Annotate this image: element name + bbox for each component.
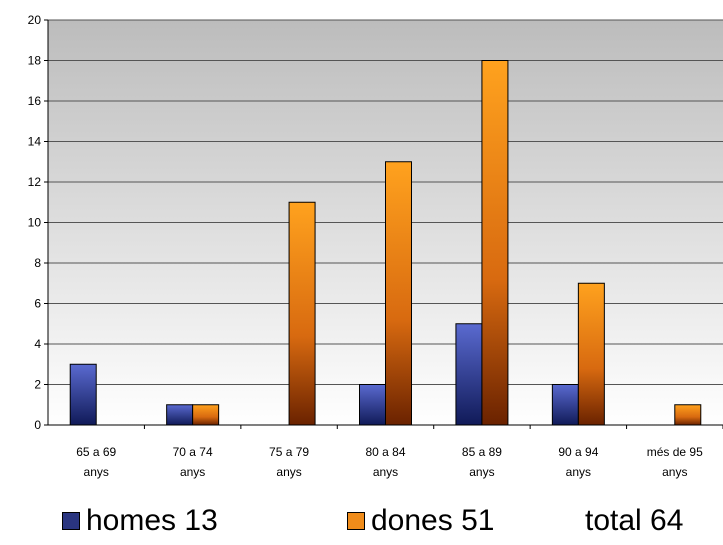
bar-dones-6 [674,404,702,426]
x-category-label: 65 a 69 [76,445,116,459]
legend-label-homes: homes 13 [86,504,218,537]
x-category-label: 90 a 94 [558,445,598,459]
x-category-label: 80 a 84 [365,445,405,459]
x-category-label: anys [276,465,301,479]
legend-swatch-dones [347,512,365,530]
legend-item-homes: homes 13 [62,504,218,538]
y-axis: 0 2 4 6 8 10 12 14 16 18 20 [28,13,49,432]
legend-label-dones: dones 51 [371,504,495,537]
y-tick-label: 4 [34,337,41,351]
x-category-label: 70 a 74 [173,445,213,459]
x-category-label: més de 95 [647,445,703,459]
legend: homes 13 dones 51 total 64 [0,500,723,545]
y-tick-label: 2 [34,378,41,392]
x-category-label: anys [373,465,398,479]
x-category-label: anys [469,465,494,479]
bar-dones-4 [481,60,509,426]
x-category-label: anys [84,465,109,479]
x-category-label: anys [180,465,205,479]
x-category-label: 85 a 89 [462,445,502,459]
bar-dones-3 [385,161,412,426]
bar-chart: 0 2 4 6 8 10 12 14 16 18 20 65 a 69 anys 70 a 74 anys… [28,13,723,479]
y-tick-label: 18 [28,54,42,68]
y-tick-label: 8 [34,256,41,270]
x-category-label: anys [566,465,591,479]
y-tick-label: 16 [28,94,42,108]
y-tick-label: 12 [28,175,42,189]
y-tick-label: 6 [34,297,41,311]
y-tick-label: 20 [28,13,42,27]
bar-dones-1 [192,404,220,426]
x-axis-labels: 65 a 69 anys 70 a 74 anys 75 a 79 anys 80 a 84… [48,424,723,479]
bar-homes-0 [69,363,97,426]
bar-dones-2 [288,201,316,426]
legend-swatch-homes [62,512,80,530]
bars [69,60,702,426]
x-category-label: 75 a 79 [269,445,309,459]
legend-item-dones: dones 51 [347,504,494,538]
bar-homes-4 [455,323,483,426]
y-tick-label: 14 [28,135,42,149]
bar-dones-5 [577,282,605,426]
bar-homes-1 [166,404,194,426]
y-tick-label: 10 [28,216,42,230]
legend-label-total: total 64 [585,504,684,537]
y-tick-label: 0 [34,418,41,432]
bar-homes-5 [551,384,579,426]
legend-item-total: total 64 [585,504,683,538]
x-category-label: anys [662,465,687,479]
bar-homes-3 [359,384,386,426]
